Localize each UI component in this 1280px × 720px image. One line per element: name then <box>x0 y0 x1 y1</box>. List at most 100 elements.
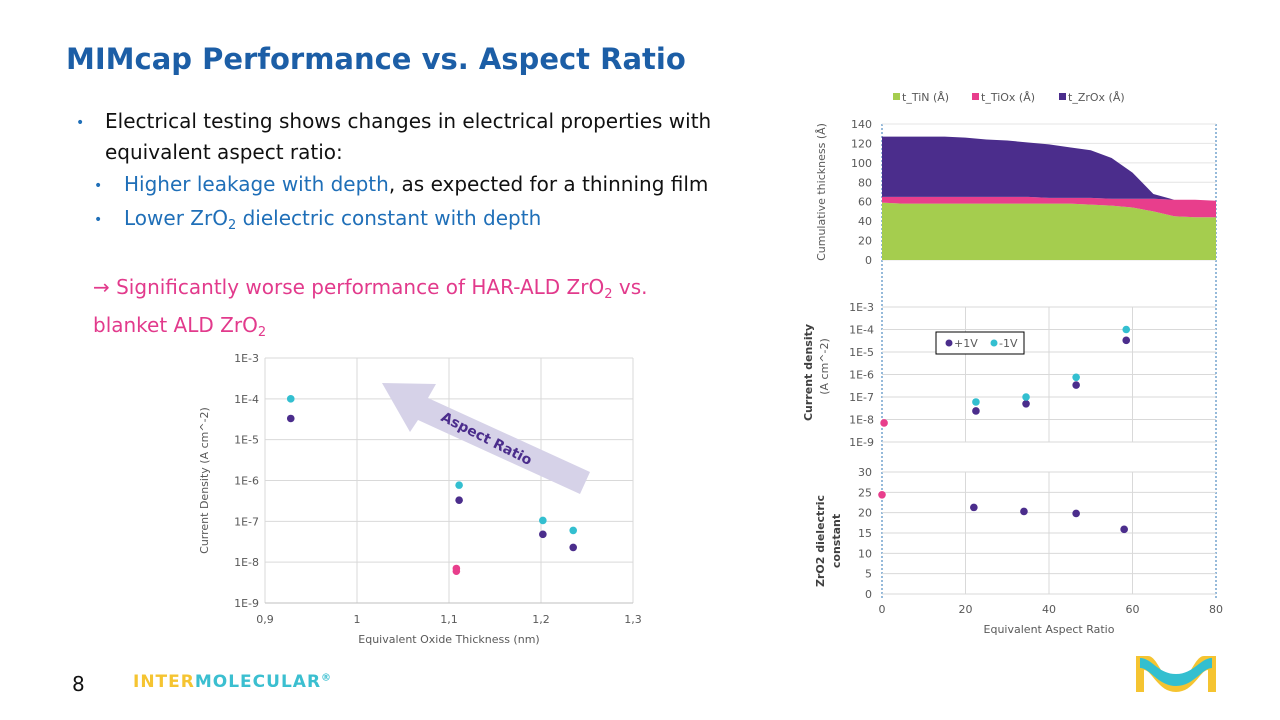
data-point <box>972 398 980 406</box>
x-tick-label: 40 <box>1042 603 1056 616</box>
data-point <box>286 414 295 423</box>
y-tick-label: 0 <box>865 254 872 267</box>
y-tick-label: 15 <box>858 527 872 540</box>
legend-label: -1V <box>999 337 1018 350</box>
x-tick-label: 1,1 <box>440 613 458 626</box>
legend-box <box>935 331 1025 355</box>
y-tick-label: 140 <box>851 118 872 131</box>
data-point <box>878 490 886 499</box>
data-point <box>455 496 463 504</box>
bullet-dot: • <box>94 178 103 194</box>
x-tick-label: 0,9 <box>256 613 274 626</box>
y-tick-label: 1E-3 <box>849 301 874 314</box>
bullet-sub-2: • Lower ZrO2 dielectric constant with de… <box>76 203 711 241</box>
y-axis-title-line1: ZrO2 dielectric <box>814 495 827 587</box>
data-point <box>970 503 978 512</box>
data-point <box>1022 393 1030 401</box>
x-tick-label: 0 <box>879 603 886 616</box>
legend-swatch <box>972 93 979 100</box>
y-tick-label: 1E-5 <box>234 434 259 447</box>
conclusion-a: → Significantly worse performance of HAR… <box>93 275 605 299</box>
y-tick-label: 20 <box>858 507 872 520</box>
bullet-dot: • <box>94 212 103 228</box>
data-point <box>539 516 547 525</box>
logo-reg: ® <box>321 672 333 684</box>
data-point <box>1072 373 1080 382</box>
x-tick-label: 60 <box>1126 603 1140 616</box>
y-tick-label: 1E-8 <box>849 414 874 427</box>
y-tick-label: 1E-4 <box>234 393 259 406</box>
data-point <box>880 419 888 427</box>
y-tick-label: 1E-6 <box>234 475 259 488</box>
bullet-sub2-sub: 2 <box>227 218 237 233</box>
y-axis-unit: (A cm^-2) <box>818 338 831 395</box>
data-point <box>452 567 461 576</box>
data-point <box>972 407 980 415</box>
y-tick-label: 1E-8 <box>234 556 259 569</box>
legend-marker <box>990 339 998 347</box>
bullet-sub1-rest: , as expected for a thinning film <box>388 172 709 196</box>
conclusion-text: → Significantly worse performance of HAR… <box>93 272 648 348</box>
x-tick-label: 1 <box>354 613 361 626</box>
y-tick-label: 1E-9 <box>849 436 874 449</box>
x-tick-label: 20 <box>959 603 973 616</box>
x-tick-label: 1,2 <box>532 613 550 626</box>
data-point <box>569 526 577 535</box>
conclusion-c: blanket ALD ZrO <box>93 313 258 337</box>
bullet-main: Electrical testing shows changes in elec… <box>76 106 711 168</box>
bullet-list: • Electrical testing shows changes in el… <box>76 106 711 241</box>
x-tick-label: 80 <box>1209 603 1223 616</box>
y-tick-label: 1E-9 <box>234 597 259 610</box>
legend-label: t_TiN (Å) <box>902 91 949 104</box>
intermolecular-logo: INTERMOLECULAR® <box>133 672 332 692</box>
y-tick-label: 1E-4 <box>849 324 874 337</box>
page-title: MIMcap Performance vs. Aspect Ratio <box>66 42 686 76</box>
data-point <box>539 530 547 539</box>
legend-label: +1V <box>954 337 978 350</box>
bullet-dot: • <box>76 115 85 131</box>
y-tick-label: 80 <box>858 176 872 189</box>
legend-label: t_ZrOx (Å) <box>1068 91 1125 104</box>
y-axis-title: Current Density (A cm^-2) <box>198 407 211 554</box>
legend-label: t_TiOx (Å) <box>981 91 1035 104</box>
y-tick-label: 120 <box>851 137 872 150</box>
area-series-t_ZrOx <box>882 136 1216 201</box>
y-tick-label: 5 <box>865 568 872 581</box>
y-tick-label: 1E-7 <box>234 515 259 528</box>
legend-swatch <box>893 93 900 100</box>
legend-marker <box>945 339 953 347</box>
y-tick-label: 25 <box>858 486 872 499</box>
conclusion-sub1: 2 <box>604 287 613 302</box>
logo-part2: MOLECULAR <box>194 672 322 692</box>
y-tick-label: 30 <box>858 466 872 479</box>
merck-logo-icon <box>1136 656 1216 692</box>
logo-part1: INTER <box>133 672 195 692</box>
y-axis-title: Cumulative thickness (Å) <box>815 123 828 261</box>
bullet-main-line1: Electrical testing shows changes in elec… <box>105 109 712 133</box>
y-tick-label: 100 <box>851 157 872 170</box>
data-point <box>1022 399 1030 408</box>
aspect-ratio-arrow <box>382 383 590 494</box>
x-axis-title: Equivalent Oxide Thickness (nm) <box>358 633 539 646</box>
page-number: 8 <box>72 672 85 696</box>
x-tick-label: 1,3 <box>624 613 642 626</box>
y-tick-label: 20 <box>858 235 872 248</box>
legend-swatch <box>1059 93 1066 100</box>
data-point <box>286 395 295 403</box>
y-tick-label: 1E-5 <box>849 346 874 359</box>
data-point <box>569 543 577 552</box>
bullet-sub1-highlight: Higher leakage with depth <box>124 172 389 196</box>
data-point <box>455 481 463 489</box>
data-point <box>1072 509 1080 518</box>
bullet-sub-1: • Higher leakage with depth, as expected… <box>76 169 711 200</box>
area-series-t_TiOx <box>882 196 1216 218</box>
x-axis-title: Equivalent Aspect Ratio <box>984 623 1115 636</box>
data-point <box>1072 381 1080 389</box>
y-tick-label: 10 <box>858 547 872 560</box>
y-axis-title: Current density <box>802 324 815 421</box>
data-point <box>1122 325 1131 334</box>
bullet-sub2-post: dielectric constant with depth <box>236 206 542 230</box>
y-tick-label: 60 <box>858 196 872 209</box>
area-series-t_TiN <box>882 202 1216 260</box>
